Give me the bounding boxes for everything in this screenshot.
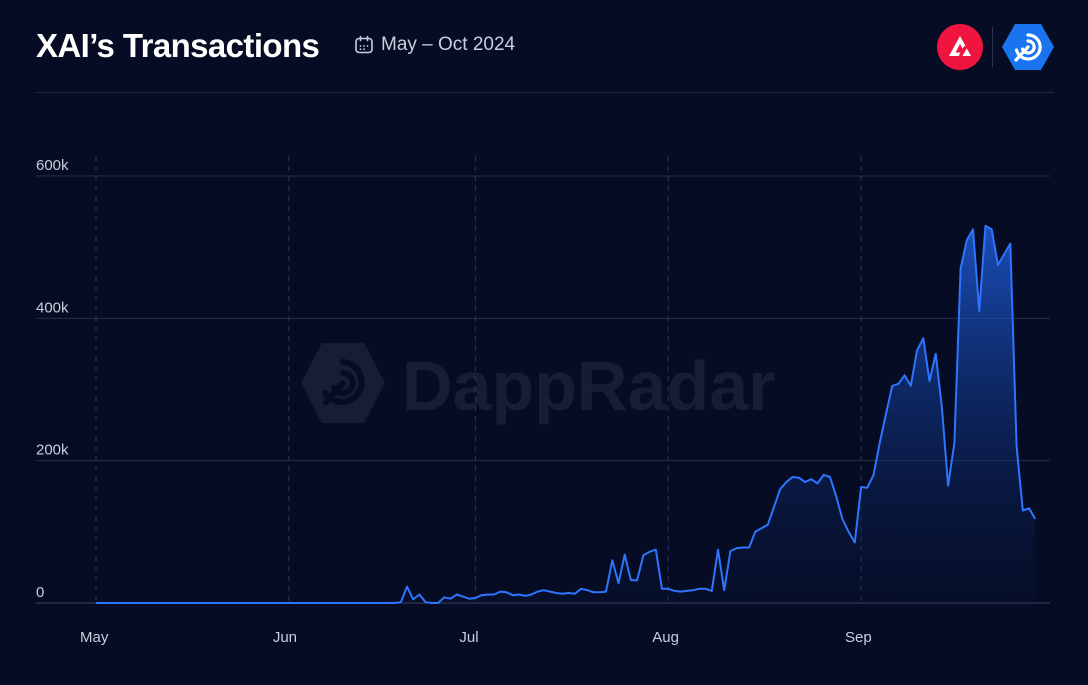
x-tick-label: Sep [845,629,872,646]
chart-series [96,224,1037,604]
watermark-text: DappRadar [402,347,775,425]
y-tick-label: 0 [36,584,44,601]
dappradar-logo [1002,24,1054,70]
y-tick-label: 600k [36,157,69,174]
date-range-label: May – Oct 2024 [381,34,516,55]
page-title: XAI’s Transactions [36,27,320,64]
series-area-fill [96,225,1036,604]
arbitrum-logo [937,24,983,70]
watermark: DappRadar [301,343,775,425]
y-tick-label: 200k [36,442,69,459]
calendar-icon [355,35,373,54]
x-tick-label: Aug [652,629,679,646]
y-tick-label: 400k [36,299,69,316]
header-divider [36,92,1054,93]
logo-divider [992,27,993,67]
x-tick-label: Jun [273,629,297,646]
x-tick-label: May [80,629,109,646]
x-axis: May Jun Jul Aug Sep [80,629,872,646]
series-line [96,224,1037,604]
y-axis: 0 200k 400k 600k [36,157,69,601]
date-range: May – Oct 2024 [354,34,515,56]
brand-logos [937,22,1054,72]
chart-header: XAI’s Transactions May – Oct 2024 [36,22,1054,74]
x-tick-label: Jul [459,629,478,646]
